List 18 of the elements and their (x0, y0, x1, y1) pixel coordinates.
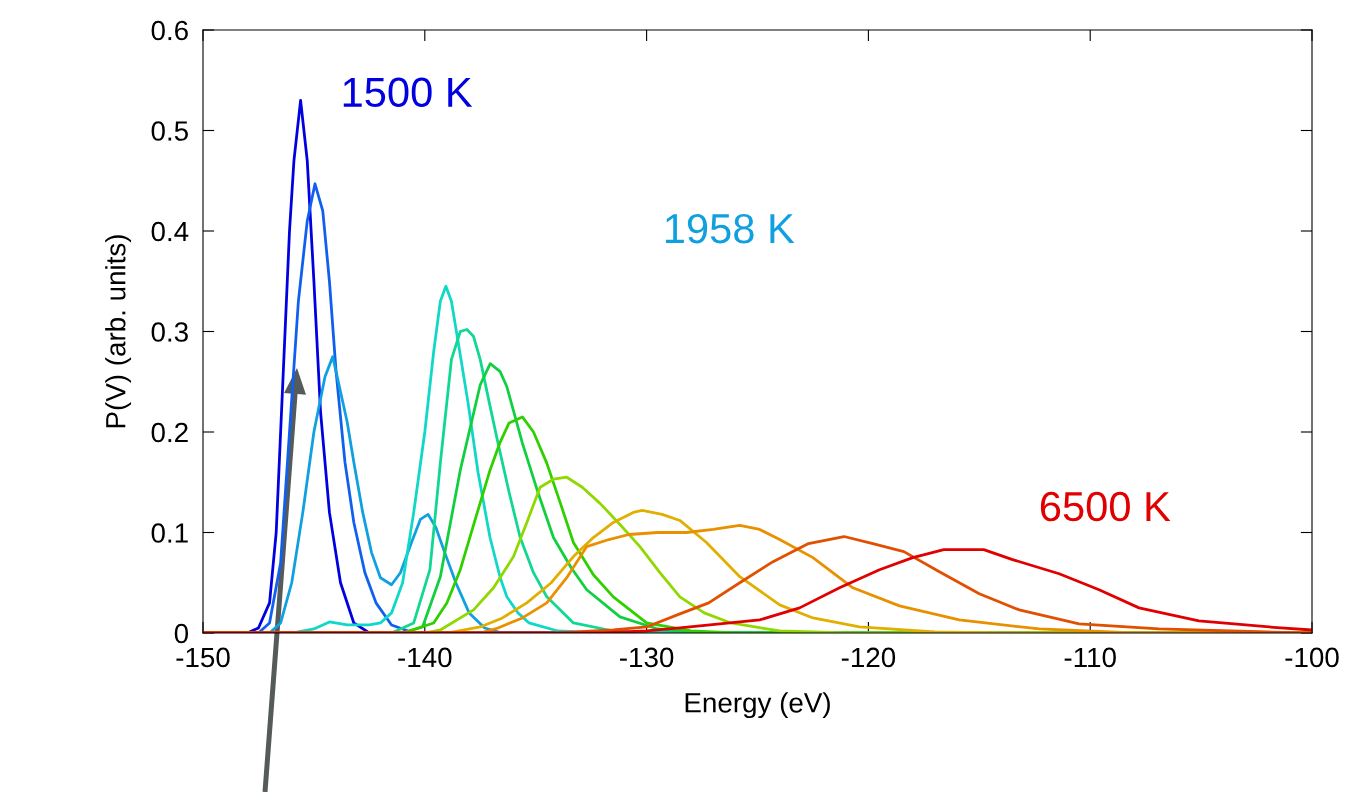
y-tick-label: 0.6 (151, 20, 188, 41)
x-tick-label: -150 (176, 647, 230, 668)
x-tick-label: -110 (1064, 647, 1116, 668)
x-tick-label: -120 (841, 647, 896, 668)
x-tick-label: -130 (620, 647, 674, 668)
series-label: 6500 K (1040, 491, 1171, 522)
x-axis-title: Energy (eV) (685, 692, 830, 719)
y-tick-label: 0.5 (151, 121, 188, 141)
y-tick-label: 0 (174, 623, 189, 644)
text: 1958 K (665, 213, 795, 244)
series-label: 1500 K (343, 77, 473, 108)
y-tick-label: 0.4 (151, 221, 189, 242)
x-tick-label: -140 (398, 647, 452, 668)
x-tick-label: -100 (1285, 647, 1339, 668)
y-tick-label: 0.2 (151, 422, 188, 443)
y-axis-title: P(V) (arb. units) (105, 235, 132, 428)
y-tick-label: 0.3 (151, 322, 188, 342)
y-tick-label: 0.1 (151, 523, 188, 543)
